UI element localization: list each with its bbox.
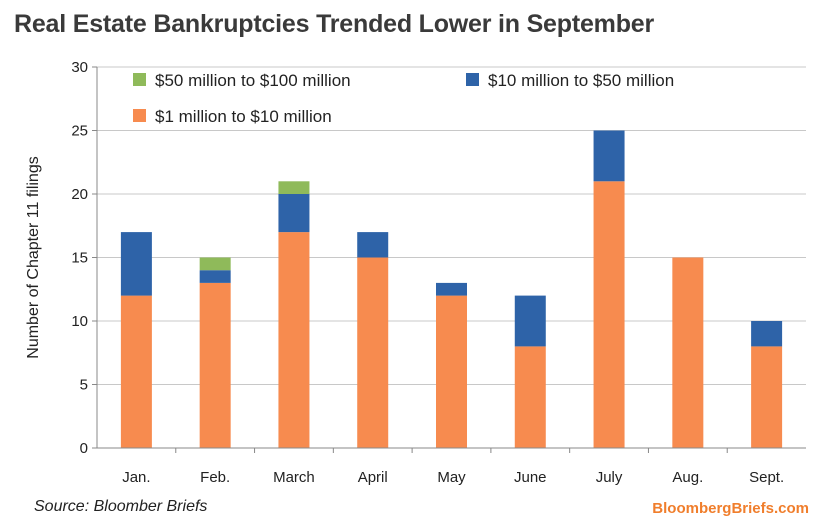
y-tick-label-5: 25 bbox=[71, 123, 88, 140]
x-tick-label-0: Jan. bbox=[122, 469, 150, 486]
bar-jan-series-0 bbox=[120, 295, 152, 448]
x-tick-label-4: May bbox=[437, 469, 466, 486]
x-tick-label-8: Sept. bbox=[749, 469, 784, 486]
bar-aug-series-0 bbox=[672, 257, 704, 448]
chart-title: Real Estate Bankruptcies Trended Lower i… bbox=[14, 10, 654, 38]
bar-feb-series-0 bbox=[199, 282, 231, 448]
x-axis-ticks: Jan. Feb. March April May June July Aug. Sept. bbox=[122, 448, 784, 486]
legend-label-0: $50 million to $100 million bbox=[155, 71, 351, 90]
bar-april-series-0 bbox=[357, 257, 389, 448]
bar-sept-series-0 bbox=[751, 346, 783, 448]
bar-feb-series-2 bbox=[199, 257, 231, 271]
x-tick-label-7: Aug. bbox=[672, 469, 703, 486]
x-tick-label-2: March bbox=[273, 469, 315, 486]
bar-march-series-0 bbox=[278, 232, 310, 448]
y-tick-label-4: 20 bbox=[71, 186, 88, 203]
y-axis-ticks: 0 5 10 15 20 25 30 bbox=[71, 59, 98, 457]
y-tick-label-1: 5 bbox=[80, 377, 88, 394]
source-note: Source: Bloomber Briefs bbox=[34, 498, 208, 515]
bars bbox=[120, 130, 783, 449]
x-tick-label-1: Feb. bbox=[200, 469, 230, 486]
legend-label-1: $10 million to $50 million bbox=[488, 71, 674, 90]
bar-feb-series-1 bbox=[199, 270, 231, 283]
legend-swatch-1 bbox=[466, 73, 479, 86]
y-tick-label-2: 10 bbox=[71, 313, 88, 330]
y-axis-label: Number of Chapter 11 filings bbox=[25, 156, 42, 358]
bar-april-series-1 bbox=[357, 232, 389, 258]
bar-june-series-1 bbox=[514, 295, 546, 347]
x-tick-label-6: July bbox=[596, 469, 623, 486]
y-tick-label-0: 0 bbox=[80, 440, 88, 457]
bar-may-series-1 bbox=[436, 282, 467, 296]
bar-june-series-0 bbox=[514, 346, 546, 448]
site-credit: BloombergBriefs.com bbox=[652, 500, 809, 517]
x-tick-label-5: June bbox=[514, 469, 547, 486]
legend-label-2: $1 million to $10 million bbox=[155, 107, 332, 126]
bar-jan-series-1 bbox=[120, 232, 152, 296]
legend-swatch-0 bbox=[133, 73, 146, 86]
y-tick-label-6: 30 bbox=[71, 59, 88, 76]
bar-july-series-0 bbox=[593, 181, 625, 449]
bar-may-series-0 bbox=[436, 295, 467, 448]
bar-sept-series-1 bbox=[751, 321, 783, 347]
y-tick-label-3: 15 bbox=[71, 250, 88, 267]
legend: $50 million to $100 million $10 million t… bbox=[133, 71, 674, 126]
legend-swatch-2 bbox=[133, 109, 146, 122]
x-tick-label-3: April bbox=[358, 469, 388, 486]
bar-march-series-1 bbox=[278, 194, 310, 233]
bar-july-series-1 bbox=[593, 130, 625, 182]
bar-march-series-2 bbox=[278, 181, 310, 194]
